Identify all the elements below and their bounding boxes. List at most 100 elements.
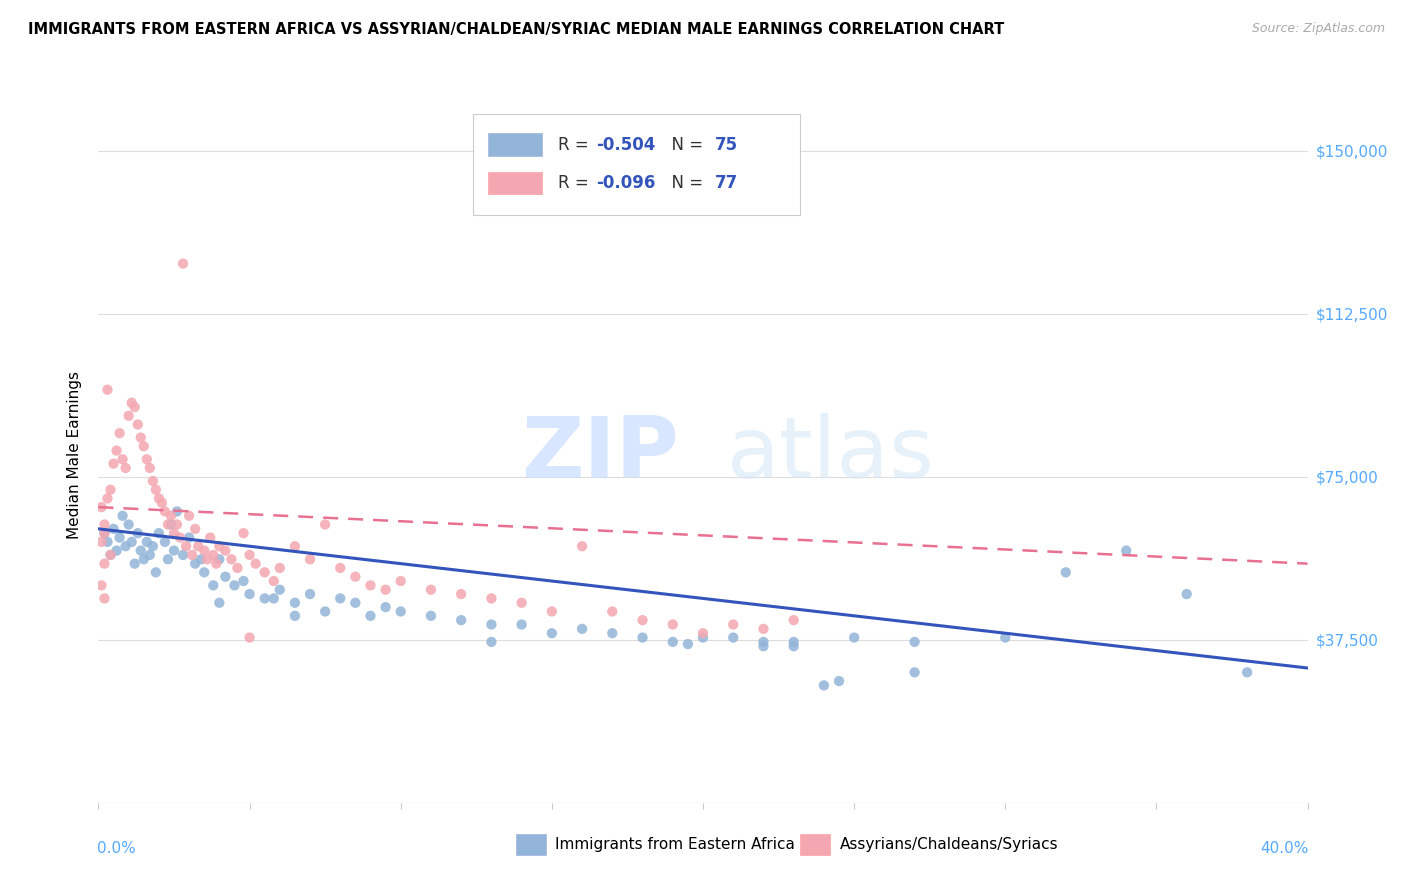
Text: N =: N =: [661, 136, 709, 153]
Point: [450, 587, 472, 601]
Point: [481, 591, 503, 606]
Point: [124, 400, 146, 414]
Point: [360, 608, 382, 623]
Point: [93, 517, 115, 532]
Point: [166, 504, 188, 518]
Point: [145, 483, 167, 497]
Point: [111, 452, 134, 467]
Point: [263, 591, 285, 606]
Point: [148, 491, 170, 506]
Point: [135, 452, 157, 467]
Point: [344, 596, 367, 610]
Point: [232, 526, 254, 541]
Point: [135, 535, 157, 549]
Text: 40.0%: 40.0%: [1260, 841, 1309, 856]
Point: [314, 605, 336, 619]
Point: [118, 409, 141, 423]
Point: [540, 626, 562, 640]
Point: [253, 591, 276, 606]
Point: [184, 522, 207, 536]
Point: [783, 613, 806, 627]
Point: [245, 557, 267, 571]
Point: [145, 566, 167, 580]
Point: [96, 491, 118, 506]
Point: [148, 526, 170, 541]
Point: [208, 539, 231, 553]
Point: [121, 535, 143, 549]
Point: [481, 617, 503, 632]
Point: [329, 591, 352, 606]
Point: [100, 483, 122, 497]
Point: [828, 674, 851, 689]
Point: [172, 548, 194, 562]
Point: [105, 443, 128, 458]
Text: 75: 75: [716, 136, 738, 153]
Point: [299, 587, 322, 601]
Point: [179, 531, 201, 545]
Point: [103, 522, 125, 536]
Point: [571, 539, 593, 553]
Point: [844, 631, 866, 645]
Point: [208, 552, 231, 566]
Point: [1175, 587, 1198, 601]
Point: [692, 626, 714, 640]
Point: [510, 596, 533, 610]
Point: [103, 457, 125, 471]
Point: [111, 508, 134, 523]
Point: [156, 517, 179, 532]
Point: [662, 617, 685, 632]
Point: [360, 578, 382, 592]
FancyBboxPatch shape: [488, 134, 543, 156]
Point: [374, 600, 396, 615]
Point: [420, 582, 443, 597]
Point: [299, 552, 322, 566]
Point: [124, 557, 146, 571]
Point: [752, 622, 775, 636]
Point: [108, 426, 131, 441]
Point: [602, 605, 624, 619]
Point: [195, 552, 218, 566]
Point: [692, 631, 714, 645]
FancyBboxPatch shape: [800, 834, 830, 855]
Point: [184, 557, 207, 571]
Text: 0.0%: 0.0%: [97, 841, 136, 856]
Point: [100, 548, 122, 562]
Point: [224, 578, 246, 592]
Point: [202, 578, 225, 592]
Point: [221, 552, 243, 566]
Point: [200, 531, 222, 545]
Y-axis label: Median Male Earnings: Median Male Earnings: [67, 371, 83, 539]
Point: [160, 508, 183, 523]
Point: [174, 539, 197, 553]
Point: [150, 496, 173, 510]
Point: [139, 548, 162, 562]
Text: R =: R =: [558, 174, 593, 192]
Point: [752, 639, 775, 653]
Point: [214, 570, 236, 584]
Point: [90, 535, 112, 549]
Point: [1054, 566, 1077, 580]
Text: R =: R =: [558, 136, 593, 153]
Point: [269, 561, 291, 575]
Point: [239, 631, 262, 645]
Point: [752, 635, 775, 649]
Point: [114, 539, 136, 553]
Point: [994, 631, 1017, 645]
Point: [100, 548, 122, 562]
Point: [96, 383, 118, 397]
Point: [114, 461, 136, 475]
Point: [127, 526, 149, 541]
Text: 77: 77: [716, 174, 738, 192]
Point: [676, 637, 699, 651]
Point: [284, 596, 307, 610]
Point: [127, 417, 149, 432]
FancyBboxPatch shape: [488, 172, 543, 194]
Text: IMMIGRANTS FROM EASTERN AFRICA VS ASSYRIAN/CHALDEAN/SYRIAC MEDIAN MALE EARNINGS : IMMIGRANTS FROM EASTERN AFRICA VS ASSYRI…: [28, 22, 1004, 37]
Text: Source: ZipAtlas.com: Source: ZipAtlas.com: [1251, 22, 1385, 36]
Point: [160, 517, 183, 532]
Point: [142, 539, 165, 553]
Point: [374, 582, 396, 597]
Point: [481, 635, 503, 649]
Point: [153, 535, 176, 549]
Text: -0.504: -0.504: [596, 136, 657, 153]
